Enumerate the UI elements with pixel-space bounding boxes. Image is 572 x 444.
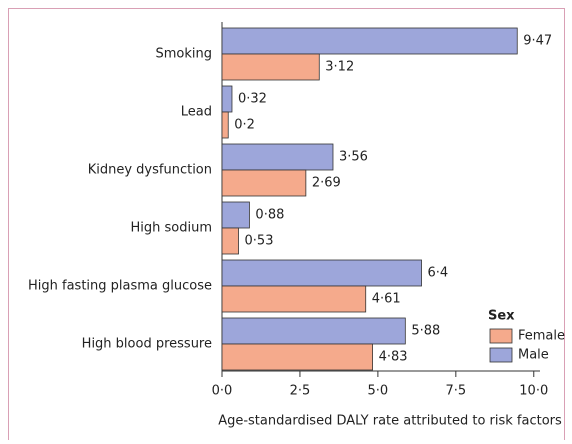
y-tick-label: High fasting plasma glucose <box>28 279 212 294</box>
y-tick-label: High sodium <box>130 221 212 236</box>
value-label: 6·4 <box>428 266 449 281</box>
value-label: 3·12 <box>325 60 354 75</box>
x-tick-label: 5·0 <box>368 384 389 399</box>
legend-swatch <box>489 328 513 344</box>
bar <box>221 169 307 197</box>
y-tick-label: Kidney dysfunction <box>88 163 212 178</box>
bar <box>221 227 239 255</box>
legend-label: Male <box>518 348 549 363</box>
value-label: 4·83 <box>379 350 408 365</box>
value-label: 0·53 <box>245 234 274 249</box>
value-label: 2·69 <box>312 176 341 191</box>
bar <box>221 27 518 55</box>
x-axis-label: Age-standardised DALY rate attributed to… <box>218 414 562 429</box>
x-tick-label: 0·0 <box>212 384 233 399</box>
x-tick-label: 10·0 <box>519 384 548 399</box>
bar <box>221 343 373 371</box>
legend-title: Sex <box>488 309 515 324</box>
value-label: 9·47 <box>523 34 552 49</box>
value-label: 0·32 <box>238 92 267 107</box>
bar <box>221 111 229 139</box>
bar <box>221 317 406 345</box>
value-label: 3·56 <box>339 150 368 165</box>
value-label: 0·2 <box>234 118 255 133</box>
bar <box>221 201 250 229</box>
bar <box>221 53 320 81</box>
bar <box>221 259 422 287</box>
bar <box>221 285 367 313</box>
y-tick-label: High blood pressure <box>82 337 212 352</box>
bar <box>221 143 334 171</box>
y-tick-label: Lead <box>181 105 212 120</box>
legend-label: Female <box>518 329 565 344</box>
bar <box>221 85 233 113</box>
legend-swatch <box>489 347 513 363</box>
value-label: 5·88 <box>411 324 440 339</box>
x-tick-label: 7·5 <box>445 384 466 399</box>
y-tick-label: Smoking <box>155 47 212 62</box>
value-label: 4·61 <box>372 292 401 307</box>
frame <box>8 8 565 444</box>
x-tick-label: 2·5 <box>290 384 311 399</box>
value-label: 0·88 <box>255 208 284 223</box>
